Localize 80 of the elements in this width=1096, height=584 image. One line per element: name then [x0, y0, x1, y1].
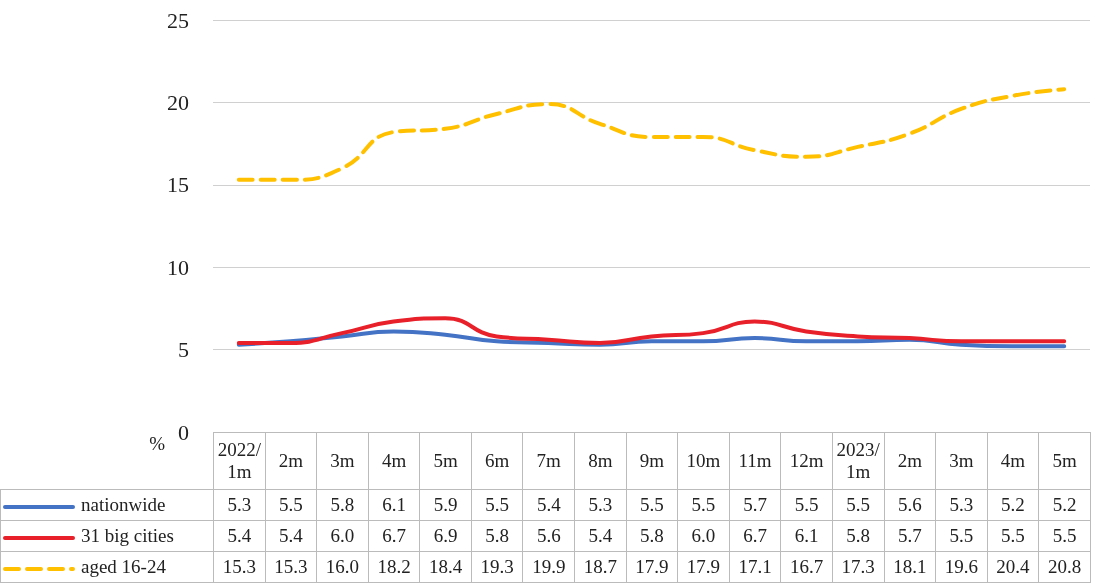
data-label: 19.6 [935, 551, 988, 583]
data-label: 18.4 [419, 551, 472, 583]
data-label: 5.8 [626, 520, 678, 552]
data-label: 6.7 [368, 520, 420, 552]
data-label: 5.4 [213, 520, 266, 552]
line-series [236, 316, 1067, 346]
x-tick-label: 7m [522, 432, 575, 490]
data-label: 5.2 [987, 489, 1039, 521]
x-tick-label: 11m [729, 432, 781, 490]
y-tick-label: 10 [167, 254, 189, 280]
data-label: 5.8 [316, 489, 369, 521]
x-tick-label: 9m [626, 432, 678, 490]
data-label: 16.7 [780, 551, 833, 583]
legend-label: 31 big cities [0, 520, 214, 552]
y-tick-label: 15 [167, 172, 189, 198]
data-label: 5.6 [522, 520, 575, 552]
data-label: 5.5 [471, 489, 523, 521]
data-label: 5.7 [729, 489, 781, 521]
line-series [236, 87, 1067, 182]
data-label: 5.5 [832, 489, 885, 521]
x-tick-label: 5m [419, 432, 472, 490]
x-tick-label: 3m [935, 432, 988, 490]
data-label: 5.3 [213, 489, 266, 521]
data-label: 6.1 [780, 520, 833, 552]
data-label: 5.9 [419, 489, 472, 521]
y-tick-label: 5 [178, 337, 189, 363]
data-label: 18.1 [884, 551, 936, 583]
data-label: 5.7 [884, 520, 936, 552]
data-label: 5.8 [832, 520, 885, 552]
x-tick-label: 2m [884, 432, 936, 490]
data-label: 19.3 [471, 551, 523, 583]
x-tick-label: 2m [265, 432, 317, 490]
data-label: 5.4 [265, 520, 317, 552]
data-label: 5.5 [626, 489, 678, 521]
data-label: 5.3 [574, 489, 627, 521]
data-label: 17.3 [832, 551, 885, 583]
y-tick-label: 0 [178, 419, 189, 445]
data-label: 17.9 [677, 551, 730, 583]
data-label: 5.5 [935, 520, 988, 552]
x-tick-label: 4m [368, 432, 420, 490]
data-label: 5.5 [1038, 520, 1091, 552]
data-label: 5.5 [780, 489, 833, 521]
data-label: 17.1 [729, 551, 781, 583]
data-label: 5.2 [1038, 489, 1091, 521]
data-label: 20.8 [1038, 551, 1091, 583]
y-tick-label: 25 [167, 7, 189, 33]
data-label: 5.4 [522, 489, 575, 521]
x-tick-label: 8m [574, 432, 627, 490]
data-label: 16.0 [316, 551, 369, 583]
data-label: 6.9 [419, 520, 472, 552]
legend-label: nationwide [0, 489, 214, 521]
data-label: 5.3 [935, 489, 988, 521]
x-tick-label: 5m [1038, 432, 1091, 490]
data-label: 5.5 [265, 489, 317, 521]
data-label: 5.5 [987, 520, 1039, 552]
data-label: 18.7 [574, 551, 627, 583]
data-label: 18.2 [368, 551, 420, 583]
data-label: 20.4 [987, 551, 1039, 583]
data-label: 15.3 [265, 551, 317, 583]
data-label: 15.3 [213, 551, 266, 583]
y-axis-title: % [149, 432, 165, 454]
data-label: 19.9 [522, 551, 575, 583]
data-label: 6.0 [677, 520, 730, 552]
x-tick-label: 6m [471, 432, 523, 490]
data-label: 17.9 [626, 551, 678, 583]
x-tick-label: 2022/1m [213, 432, 266, 490]
x-tick-label: 2023/1m [832, 432, 885, 490]
data-label: 6.1 [368, 489, 420, 521]
data-label: 5.4 [574, 520, 627, 552]
x-tick-label: 10m [677, 432, 730, 490]
y-tick-label: 20 [167, 89, 189, 115]
x-tick-label: 3m [316, 432, 369, 490]
x-tick-label: 4m [987, 432, 1039, 490]
data-label: 5.8 [471, 520, 523, 552]
data-label: 5.6 [884, 489, 936, 521]
data-label: 5.5 [677, 489, 730, 521]
x-tick-label: 12m [780, 432, 833, 490]
data-label: 6.7 [729, 520, 781, 552]
data-label: 6.0 [316, 520, 369, 552]
legend-label: aged 16-24 [0, 551, 214, 583]
